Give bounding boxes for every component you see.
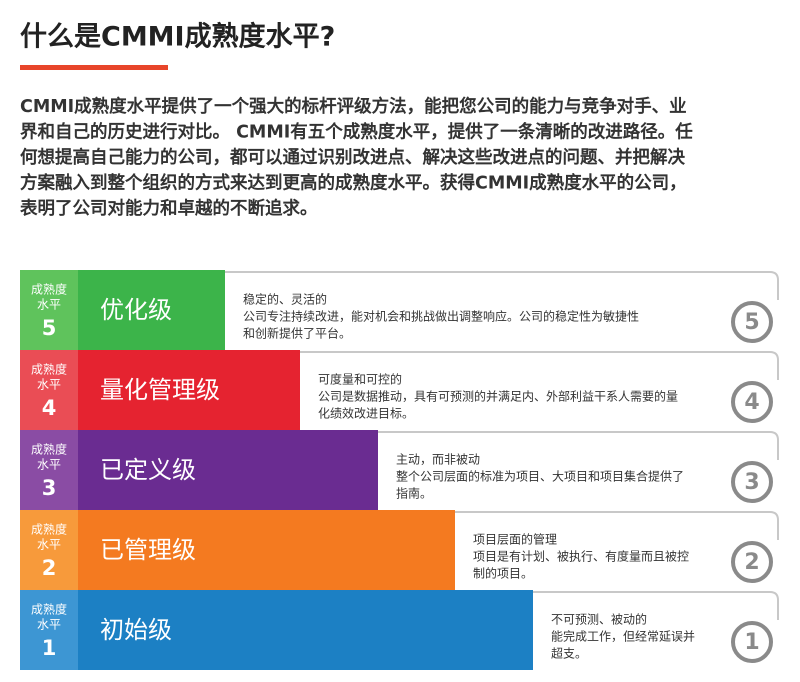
- connector: [300, 351, 779, 380]
- level-name: 已管理级: [100, 536, 196, 564]
- level-description: 化绩效改进目标。: [318, 406, 414, 421]
- level-description: 不可预测、被动的: [551, 612, 647, 627]
- circle-number: 3: [744, 470, 759, 495]
- level-badge: [20, 350, 78, 430]
- connector: [225, 271, 779, 300]
- level-description: 整个公司层面的标准为项目、大项目和项目集合提供了: [396, 469, 684, 484]
- level-circle: [731, 621, 773, 663]
- badge-number: 1: [42, 636, 57, 660]
- intro-line: 何想提高自己能力的公司，都可以通过识别改进点、解决这些改进点的问题、并把解决: [20, 147, 685, 168]
- level-bar: [78, 270, 225, 350]
- level-description: 公司专注持续改进，能对机会和挑战做出调整响应。公司的稳定性为敏捷性: [243, 309, 639, 324]
- level-bar: [78, 590, 533, 670]
- level-description: 项目是有计划、被执行、有度量而且被控: [473, 549, 689, 564]
- connector: [455, 511, 779, 540]
- level-description: 可度量和可控的: [318, 372, 402, 387]
- circle-number: 5: [744, 310, 759, 335]
- level-description: 超支。: [551, 646, 587, 661]
- level-circle: [731, 461, 773, 503]
- connector: [378, 431, 779, 460]
- badge-number: 2: [42, 556, 57, 580]
- badge-label: 成熟度: [31, 522, 67, 537]
- level-circle: [731, 381, 773, 423]
- intro-line: CMMI成熟度水平提供了一个强大的标杆评级方法，能把您公司的能力与竞争对手、业: [20, 96, 687, 117]
- circle-number: 1: [744, 630, 759, 655]
- title-underline: [20, 65, 168, 70]
- level-badge: [20, 590, 78, 670]
- level-description: 和创新提供了平台。: [243, 326, 351, 341]
- badge-label: 成熟度: [31, 282, 67, 297]
- level-description: 项目层面的管理: [473, 532, 557, 547]
- badge-label: 水平: [37, 538, 61, 552]
- level-description: 主动，而非被动: [396, 453, 480, 467]
- connector: [533, 591, 779, 620]
- circle-number: 2: [744, 550, 759, 575]
- badge-label: 成熟度: [31, 362, 67, 377]
- level-name: 量化管理级: [100, 376, 220, 404]
- badge-number: 5: [42, 316, 57, 340]
- badge-label: 成熟度: [31, 602, 67, 617]
- level-description: 指南。: [396, 486, 432, 501]
- badge-label: 水平: [37, 378, 61, 392]
- badge-label: 水平: [37, 298, 61, 312]
- level-circle: [731, 541, 773, 583]
- level-name: 优化级: [100, 296, 172, 324]
- intro-line: 方案融入到整个组织的方式来达到更高的成熟度水平。获得CMMI成熟度水平的公司，: [20, 173, 687, 194]
- level-name: 已定义级: [100, 456, 196, 484]
- level-badge: [20, 510, 78, 590]
- badge-label: 水平: [37, 618, 61, 632]
- level-description: 稳定的、灵活的: [243, 292, 327, 307]
- level-bar: [78, 430, 378, 510]
- level-description: 制的项目。: [473, 566, 533, 581]
- title: 什么是CMMI成熟度水平?: [20, 21, 335, 53]
- level-description: 公司是数据推动，具有可预测的并满足内、外部利益干系人需要的量: [318, 389, 678, 404]
- badge-label: 水平: [37, 458, 61, 472]
- badge-number: 4: [42, 396, 57, 420]
- level-badge: [20, 270, 78, 350]
- level-description: 能完成工作，但经常延误并: [551, 629, 695, 644]
- level-bar: [78, 510, 455, 590]
- intro-line: 界和自己的历史进行对比。 CMMI有五个成熟度水平，提供了一条清晰的改进路径。任: [20, 122, 693, 143]
- level-name: 初始级: [100, 616, 172, 644]
- level-bar: [78, 350, 300, 430]
- circle-number: 4: [744, 390, 759, 415]
- badge-label: 成熟度: [31, 442, 67, 457]
- badge-number: 3: [42, 476, 57, 500]
- level-circle: [731, 301, 773, 343]
- level-badge: [20, 430, 78, 510]
- intro-line: 表明了公司对能力和卓越的不断追求。: [20, 198, 318, 219]
